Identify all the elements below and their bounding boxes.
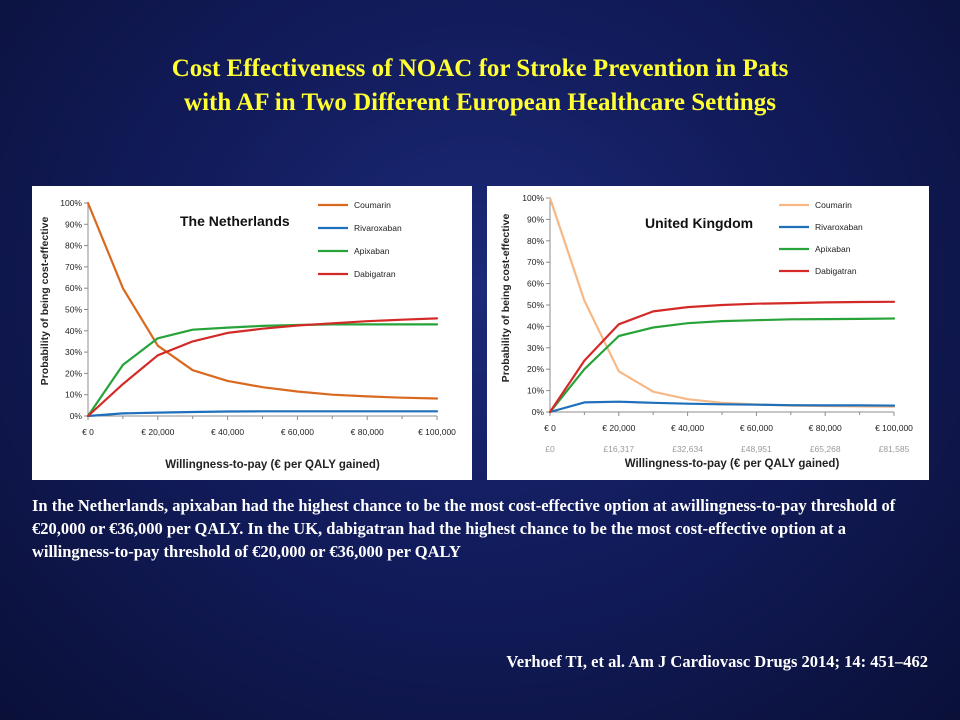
chart-united-kingdom: 0% 10% 20% 30% 40% 50% 60% 70% 80% 90% 100% € 0 € 20… xyxy=(487,186,929,480)
chart-netherlands-svg: 0% 10% 20% 30% 40% 50% 60% 70% 80% 90% 100% € 0 € 20… xyxy=(39,198,456,471)
y-tick-label: 20% xyxy=(527,364,544,374)
y-tick-label: 30% xyxy=(527,343,544,353)
x-tick-label: € 80,000 xyxy=(809,423,842,433)
y-tick-label: 50% xyxy=(65,305,82,315)
y-tick-label: 30% xyxy=(65,347,82,357)
legend-label-dabigatran: Dabigatran xyxy=(815,266,857,276)
x-tick-label: € 20,000 xyxy=(602,423,635,433)
x-secondary-tick-label: £32,634 xyxy=(672,444,703,454)
y-tick-label: 70% xyxy=(65,262,82,272)
legend-label-dabigatran: Dabigatran xyxy=(354,269,396,279)
legend-label-apixaban: Apixaban xyxy=(815,244,851,254)
y-axis-label: Probability of being cost-effective xyxy=(500,214,512,383)
citation: Verhoef TI, et al. Am J Cardiovasc Drugs… xyxy=(506,652,928,671)
y-tick-label: 10% xyxy=(65,390,82,400)
x-secondary-tick-label: £0 xyxy=(545,444,555,454)
x-tick-label: € 60,000 xyxy=(281,427,314,437)
y-axis-label: Probability of being cost-effective xyxy=(39,217,51,386)
x-tick-label: € 0 xyxy=(544,423,556,433)
legend-label-rivaroxaban: Rivaroxaban xyxy=(354,223,402,233)
x-axis-label: Willingness-to-pay (€ per QALY gained) xyxy=(625,458,840,470)
series-line-rivaroxaban xyxy=(86,410,439,418)
legend-label-coumarin: Coumarin xyxy=(354,200,391,210)
y-tick-label: 0% xyxy=(70,411,83,421)
chart-netherlands: 0% 10% 20% 30% 40% 50% 60% 70% 80% 90% 100% € 0 € 20… xyxy=(32,186,472,480)
y-tick-label: 80% xyxy=(527,236,544,246)
y-tick-label: 40% xyxy=(65,326,82,336)
slide-title-line-2: with AF in Two Different European Health… xyxy=(184,89,776,116)
x-tick-label: € 0 xyxy=(82,427,94,437)
x-tick-label: € 60,000 xyxy=(740,423,773,433)
y-tick-label: 90% xyxy=(527,214,544,224)
x-tick-label: € 20,000 xyxy=(141,427,174,437)
y-tick-label: 60% xyxy=(527,279,544,289)
chart-title: The Netherlands xyxy=(180,213,290,229)
y-tick-label: 60% xyxy=(65,283,82,293)
chart-title: United Kingdom xyxy=(645,215,753,231)
x-axis-label: Willingness-to-pay (€ per QALY gained) xyxy=(165,459,380,471)
series-line-apixaban xyxy=(548,317,896,414)
y-tick-label: 80% xyxy=(65,241,82,251)
legend-label-apixaban: Apixaban xyxy=(354,246,390,256)
x-tick-label: € 100,000 xyxy=(875,423,913,433)
y-tick-label: 100% xyxy=(522,193,544,203)
x-secondary-tick-label: £16,317 xyxy=(603,444,634,454)
x-tick-label: € 40,000 xyxy=(211,427,244,437)
chart-united-kingdom-svg: 0% 10% 20% 30% 40% 50% 60% 70% 80% 90% 100% € 0 € 20… xyxy=(500,193,913,470)
x-secondary-tick-label: £48,951 xyxy=(741,444,772,454)
slide-title-line-1: Cost Effectiveness of NOAC for Stroke Pr… xyxy=(171,55,789,82)
y-tick-label: 100% xyxy=(60,198,82,208)
y-tick-label: 0% xyxy=(532,407,545,417)
x-secondary-tick-label: £65,268 xyxy=(810,444,841,454)
y-tick-label: 40% xyxy=(527,321,544,331)
y-tick-label: 70% xyxy=(527,257,544,267)
x-secondary-tick-label: £81,585 xyxy=(879,444,910,454)
legend-label-rivaroxaban: Rivaroxaban xyxy=(815,222,863,232)
legend-label-coumarin: Coumarin xyxy=(815,200,852,210)
slide-title: Cost Effectiveness of NOAC for Stroke Pr… xyxy=(40,52,920,120)
y-tick-label: 90% xyxy=(65,219,82,229)
y-tick-label: 50% xyxy=(527,300,544,310)
series-line-dabigatran xyxy=(86,317,439,418)
x-tick-label: € 80,000 xyxy=(351,427,384,437)
y-tick-label: 20% xyxy=(65,368,82,378)
y-tick-label: 10% xyxy=(527,386,544,396)
x-tick-label: € 100,000 xyxy=(418,427,456,437)
x-tick-label: € 40,000 xyxy=(671,423,704,433)
summary-text: In the Netherlands, apixaban had the hig… xyxy=(32,496,896,561)
